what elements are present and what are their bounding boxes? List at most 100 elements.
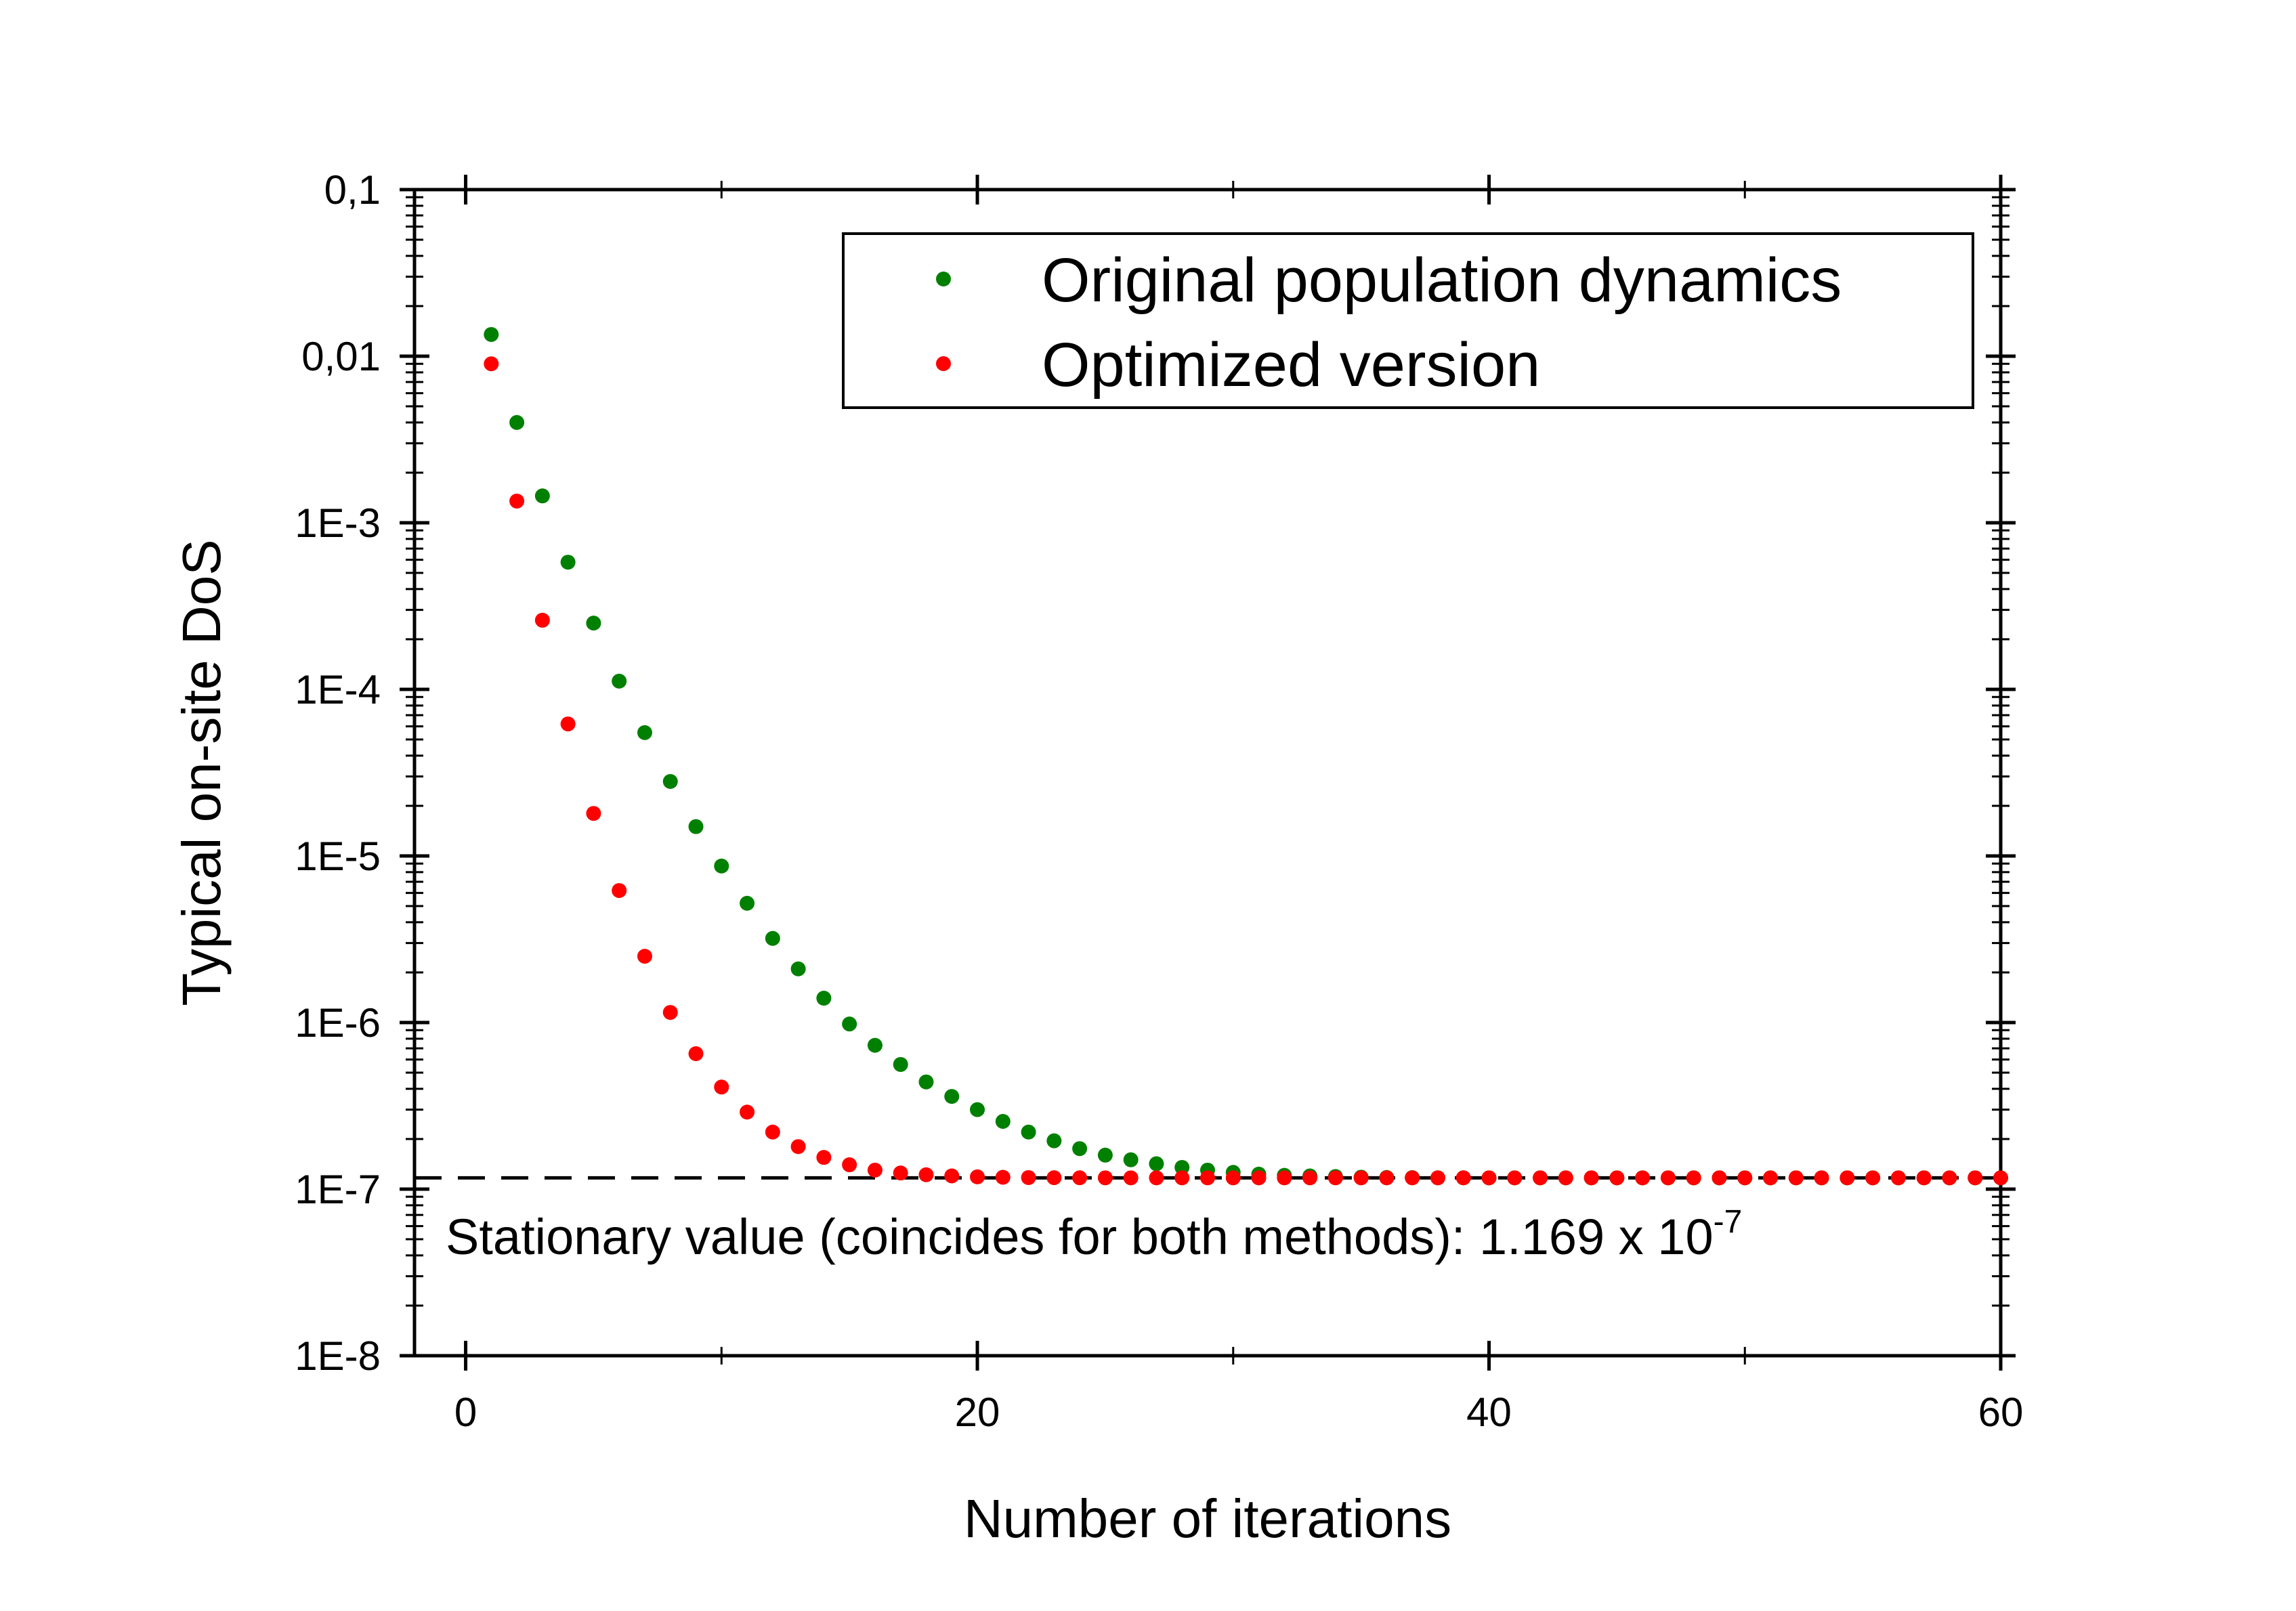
data-point (1507, 1170, 1523, 1186)
y-tick-label: 0,01 (301, 334, 381, 379)
x-tick-label: 60 (1978, 1390, 2024, 1435)
data-point (1660, 1170, 1676, 1186)
data-point (1609, 1170, 1625, 1186)
data-point (1993, 1170, 2008, 1186)
data-point (1225, 1170, 1241, 1186)
data-point (1788, 1170, 1804, 1186)
y-tick-label: 1E-5 (295, 834, 381, 879)
data-point (1430, 1170, 1445, 1186)
data-point (509, 493, 525, 509)
data-point (995, 1169, 1011, 1185)
data-point (1737, 1170, 1753, 1186)
data-point (1533, 1170, 1548, 1186)
y-tick-label: 1E-8 (295, 1333, 381, 1379)
data-point (918, 1167, 934, 1182)
data-point (1379, 1170, 1395, 1186)
data-point (740, 1104, 755, 1120)
data-point (586, 616, 601, 631)
data-point (816, 991, 832, 1006)
x-axis-title: Number of iterations (964, 1488, 1451, 1549)
y-tick-label: 0,1 (324, 167, 381, 213)
data-point (740, 895, 755, 911)
data-point (509, 414, 525, 430)
series-layer (484, 326, 2008, 1186)
data-point (1277, 1170, 1292, 1186)
data-point (637, 949, 652, 964)
data-point (1890, 1170, 1906, 1186)
data-point (1123, 1170, 1139, 1186)
data-point (1021, 1124, 1036, 1140)
data-point (1916, 1170, 1932, 1186)
data-point (995, 1113, 1011, 1129)
data-point (1968, 1170, 1983, 1186)
data-point (688, 1046, 704, 1062)
y-tick-label: 1E-7 (295, 1167, 381, 1212)
y-tick-label: 1E-3 (295, 500, 381, 546)
data-point (1635, 1170, 1651, 1186)
data-point (1046, 1133, 1062, 1148)
data-point (893, 1165, 908, 1181)
data-point (1763, 1170, 1779, 1186)
data-point (662, 773, 678, 789)
data-point (560, 555, 576, 570)
data-point (1149, 1170, 1164, 1186)
data-point (714, 1079, 729, 1095)
data-point (612, 883, 627, 899)
legend-label-original: Original population dynamics (1042, 246, 1842, 315)
series-0 (484, 326, 2008, 1186)
data-point (1174, 1159, 1190, 1175)
data-point (1558, 1170, 1573, 1186)
data-point (1583, 1170, 1599, 1186)
legend-label-optimized: Optimized version (1042, 330, 1540, 400)
y-tick-labels: 1E-8 1E-7 1E-6 1E-5 1E-4 1E-3 0,01 0,1 (295, 167, 381, 1379)
plot-frame (412, 188, 2003, 1358)
data-point (1072, 1170, 1088, 1186)
data-point (1046, 1170, 1062, 1186)
data-point (816, 1150, 832, 1165)
data-point (1327, 1170, 1343, 1186)
legend-marker-original (936, 272, 951, 286)
data-point (1097, 1170, 1113, 1186)
data-point (918, 1074, 934, 1090)
data-point (484, 356, 499, 372)
data-point (637, 725, 652, 740)
data-point (1942, 1170, 1957, 1186)
data-point (790, 1139, 806, 1155)
data-point (1302, 1170, 1318, 1186)
data-point (484, 326, 499, 342)
data-point (944, 1168, 960, 1184)
data-point (688, 819, 704, 834)
x-tick-label: 40 (1466, 1390, 1512, 1435)
data-point (586, 806, 601, 821)
data-point (1200, 1170, 1215, 1186)
data-point (765, 930, 780, 946)
data-point (1072, 1141, 1088, 1157)
y-tick-label: 1E-4 (295, 667, 381, 712)
legend: Original population dynamics Optimized v… (842, 232, 1974, 409)
data-point (1405, 1170, 1420, 1186)
data-point (1840, 1170, 1855, 1186)
data-point (944, 1089, 960, 1104)
data-point (1149, 1156, 1164, 1172)
data-point (1865, 1170, 1881, 1186)
annotation-superscript: -7 (1714, 1204, 1743, 1240)
data-point (842, 1157, 857, 1173)
data-point (560, 716, 576, 732)
legend-box (842, 232, 1974, 409)
data-point (790, 961, 806, 976)
data-point (1481, 1170, 1497, 1186)
annotation-text: Stationary value (coincides for both met… (446, 1204, 1742, 1265)
data-point (1712, 1170, 1727, 1186)
data-point (867, 1037, 883, 1053)
y-axis-title: Typical on-site DoS (171, 539, 232, 1006)
data-point (893, 1056, 908, 1072)
data-point (970, 1102, 985, 1117)
data-point (1814, 1170, 1829, 1186)
data-point (714, 858, 729, 874)
data-point (612, 673, 627, 689)
data-point (1174, 1170, 1190, 1186)
y-tick-label: 1E-6 (295, 1000, 381, 1046)
data-point (1251, 1170, 1267, 1186)
data-point (1353, 1170, 1369, 1186)
